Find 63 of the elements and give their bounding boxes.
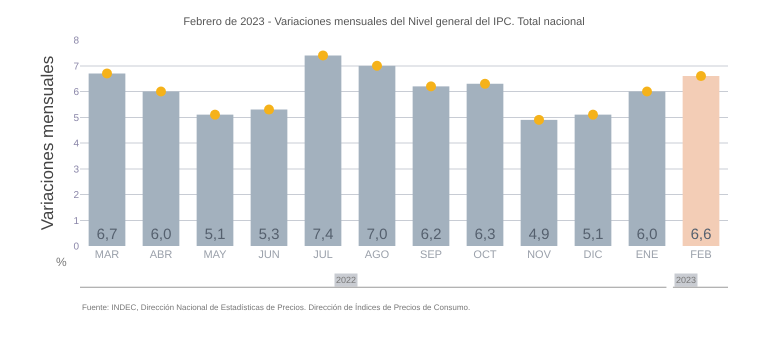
data-label: 4,9: [528, 226, 550, 243]
bar: [358, 66, 396, 246]
bar: [628, 92, 666, 246]
x-tick-label: DIC: [584, 249, 603, 261]
point: [318, 50, 328, 60]
text: 2022: [336, 275, 356, 285]
data-label: 7,0: [366, 226, 388, 243]
y-tick-label: 3: [73, 164, 80, 176]
bar: [574, 114, 612, 246]
source-note: Fuente: INDEC, Dirección Nacional de Estadísticas de Precios. Dirección de Índices de Precios de Consumo.: [82, 303, 470, 312]
x-tick-label: SEP: [420, 249, 442, 261]
data-label: 6,0: [636, 226, 658, 243]
data-label: 6,6: [690, 226, 712, 243]
bar: [412, 86, 450, 246]
point: [210, 110, 220, 120]
y-axis-title: Variaciones mensuales: [38, 56, 57, 230]
chart-title: Febrero de 2023 - Variaciones mensuales del Nivel general del IPC. Total nacional: [183, 16, 585, 28]
x-tick-label: MAY: [203, 249, 228, 261]
y-tick-label: 4: [73, 138, 80, 150]
bar: [304, 55, 342, 246]
bar: [466, 84, 504, 246]
y-tick-label: 5: [73, 112, 80, 124]
data-label: 6,7: [96, 226, 118, 243]
data-label: 5,3: [258, 226, 280, 243]
point: [696, 71, 706, 82]
x-tick-label: FEB: [690, 249, 712, 261]
point: [534, 114, 544, 125]
data-label: 7,4: [312, 226, 334, 243]
y-tick-label: 6: [73, 87, 80, 98]
point: [642, 86, 652, 96]
data-label: 5,1: [582, 226, 604, 243]
point: [264, 104, 274, 115]
bar: [520, 120, 558, 246]
x-tick-label: JUL: [313, 249, 333, 261]
y-tick-label: 1: [73, 216, 80, 227]
point: [426, 81, 436, 92]
text: 2023: [676, 275, 696, 285]
point: [372, 60, 382, 71]
point: [156, 86, 166, 96]
y-tick-label: 0: [73, 242, 80, 252]
x-tick-label: MAR: [94, 249, 120, 261]
x-tick-label: OCT: [473, 249, 497, 261]
point: [102, 68, 112, 78]
bar: [88, 73, 126, 246]
text: %: [56, 255, 67, 269]
x-tick-label: ENE: [636, 249, 658, 261]
data-label: 6,2: [420, 226, 442, 243]
bar: [142, 92, 180, 246]
x-tick-label: AGO: [364, 249, 390, 261]
y-tick-label: 7: [73, 61, 80, 72]
x-tick-label: JUN: [258, 249, 280, 261]
data-label: 6,3: [474, 226, 496, 243]
data-label: 5,1: [204, 226, 226, 243]
x-tick-label: ABR: [150, 249, 172, 261]
point: [588, 110, 598, 120]
bar: [682, 76, 720, 246]
point: [480, 78, 490, 89]
bar: [196, 114, 234, 246]
data-label: 6,0: [150, 226, 172, 243]
y-tick-label: 2: [73, 190, 80, 201]
y-tick-label: 8: [73, 36, 80, 46]
bar: [250, 110, 288, 246]
x-tick-label: NOV: [527, 249, 552, 261]
